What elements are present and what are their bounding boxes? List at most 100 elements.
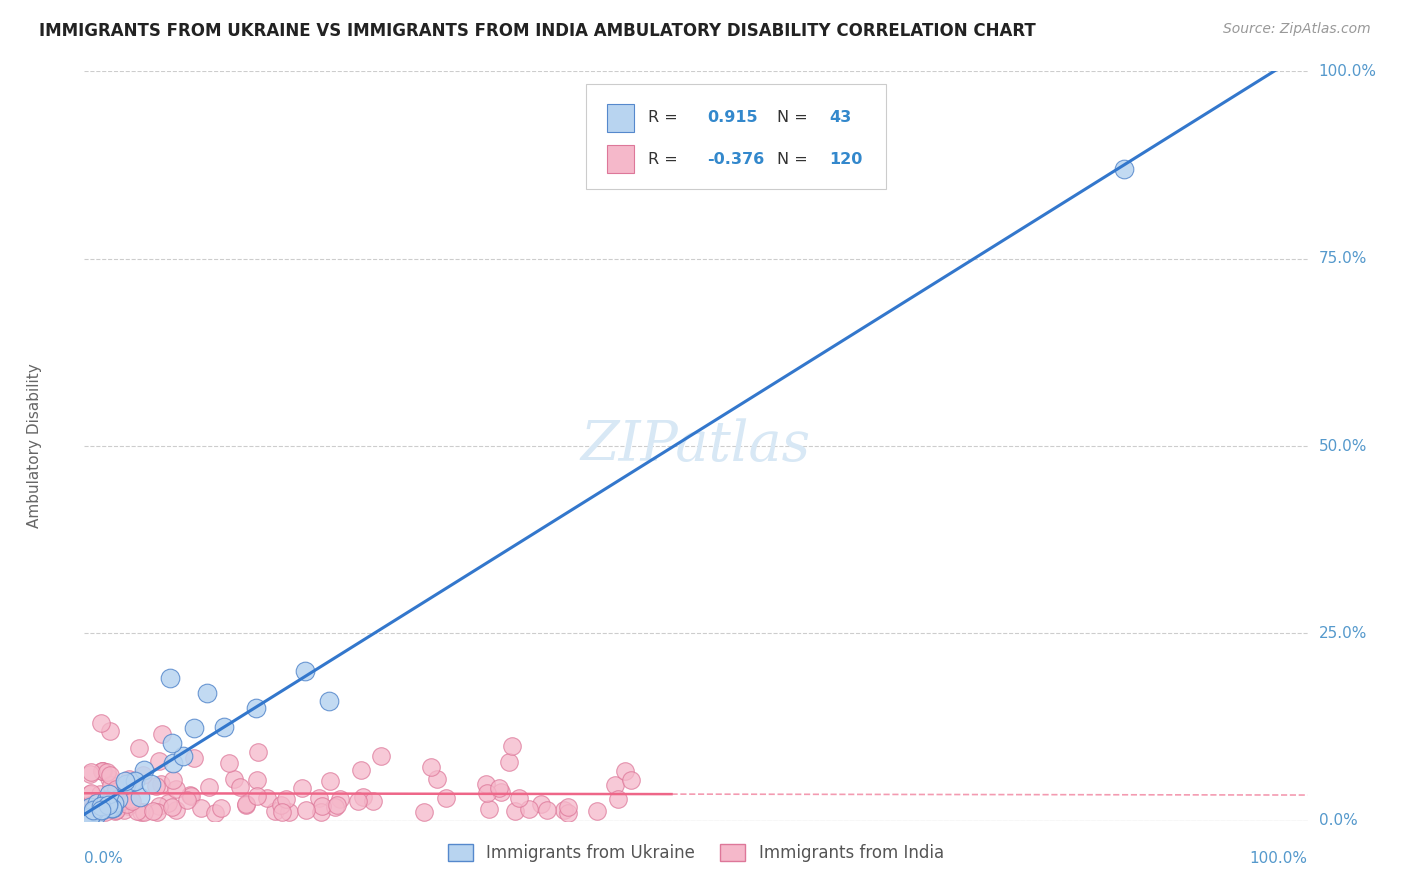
Point: [79, 810, 101, 824]
Point: [172, 749, 194, 764]
Point: [90, 799, 112, 814]
Point: [98, 800, 121, 814]
Point: [420, 760, 443, 774]
Point: [105, 781, 128, 796]
Point: [93, 802, 115, 816]
Text: 50.0%: 50.0%: [1319, 439, 1367, 453]
Point: [329, 792, 352, 806]
Text: Source: ZipAtlas.com: Source: ZipAtlas.com: [1223, 22, 1371, 37]
Point: [503, 804, 526, 818]
Text: 0.0%: 0.0%: [84, 851, 124, 866]
Text: 0.915: 0.915: [707, 111, 758, 125]
Point: [557, 805, 579, 820]
Point: [117, 798, 139, 813]
Point: [245, 701, 267, 715]
Point: [165, 781, 187, 796]
Point: [112, 803, 135, 817]
Point: [309, 805, 332, 819]
Text: IMMIGRANTS FROM UKRAINE VS IMMIGRANTS FROM INDIA AMBULATORY DISABILITY CORRELATI: IMMIGRANTS FROM UKRAINE VS IMMIGRANTS FR…: [39, 22, 1036, 40]
Text: 43: 43: [830, 111, 852, 125]
Point: [79, 767, 101, 781]
Point: [80, 805, 103, 819]
Point: [585, 804, 607, 818]
Point: [183, 750, 205, 764]
Point: [107, 792, 129, 806]
Point: [79, 787, 101, 801]
Point: [98, 788, 121, 802]
Point: [105, 803, 128, 817]
Point: [271, 805, 294, 819]
Point: [352, 789, 374, 804]
Point: [114, 774, 136, 789]
Point: [79, 798, 101, 813]
Point: [82, 803, 104, 817]
Point: [117, 793, 139, 807]
FancyBboxPatch shape: [606, 103, 634, 132]
Point: [614, 764, 637, 779]
Point: [176, 793, 198, 807]
Point: [79, 810, 101, 824]
Point: [124, 774, 146, 789]
Point: [350, 763, 373, 777]
Point: [162, 756, 184, 770]
Point: [94, 798, 117, 813]
Point: [491, 785, 513, 799]
Point: [162, 736, 184, 750]
Point: [183, 721, 205, 735]
Point: [87, 800, 110, 814]
Point: [79, 805, 101, 819]
Point: [82, 805, 104, 819]
Point: [326, 798, 349, 813]
Point: [214, 720, 236, 734]
Point: [318, 694, 340, 708]
Point: [84, 797, 107, 811]
Point: [246, 789, 269, 803]
Point: [148, 754, 170, 768]
Point: [235, 798, 257, 813]
Point: [508, 791, 530, 805]
Point: [91, 764, 114, 778]
Point: [141, 804, 163, 818]
Point: [90, 716, 112, 731]
Text: R =: R =: [648, 152, 678, 167]
Point: [79, 800, 101, 814]
Point: [502, 739, 524, 753]
Point: [474, 777, 496, 791]
FancyBboxPatch shape: [586, 84, 886, 189]
Point: [148, 799, 170, 814]
Point: [235, 797, 257, 812]
Point: [128, 741, 150, 756]
Point: [162, 772, 184, 787]
Point: [197, 780, 219, 794]
Text: -0.376: -0.376: [707, 152, 765, 167]
Point: [98, 768, 121, 782]
Point: [91, 764, 114, 778]
Point: [132, 767, 155, 781]
Point: [157, 796, 180, 810]
Point: [290, 780, 312, 795]
Text: ZIPatlas: ZIPatlas: [581, 418, 811, 474]
Point: [478, 802, 501, 816]
Point: [120, 791, 142, 805]
Point: [115, 797, 138, 811]
Point: [498, 755, 520, 769]
Point: [111, 794, 134, 808]
Point: [87, 799, 110, 814]
Point: [475, 786, 498, 800]
Point: [319, 773, 342, 788]
Point: [83, 805, 105, 819]
Point: [179, 788, 201, 802]
Point: [86, 803, 108, 817]
Point: [536, 803, 558, 817]
Point: [100, 778, 122, 792]
Point: [118, 772, 141, 787]
Point: [530, 797, 553, 812]
Point: [103, 796, 125, 810]
Point: [101, 801, 124, 815]
Point: [295, 803, 318, 817]
Point: [246, 773, 269, 788]
Point: [190, 801, 212, 815]
Point: [553, 803, 575, 817]
Point: [98, 723, 121, 738]
Point: [89, 787, 111, 801]
